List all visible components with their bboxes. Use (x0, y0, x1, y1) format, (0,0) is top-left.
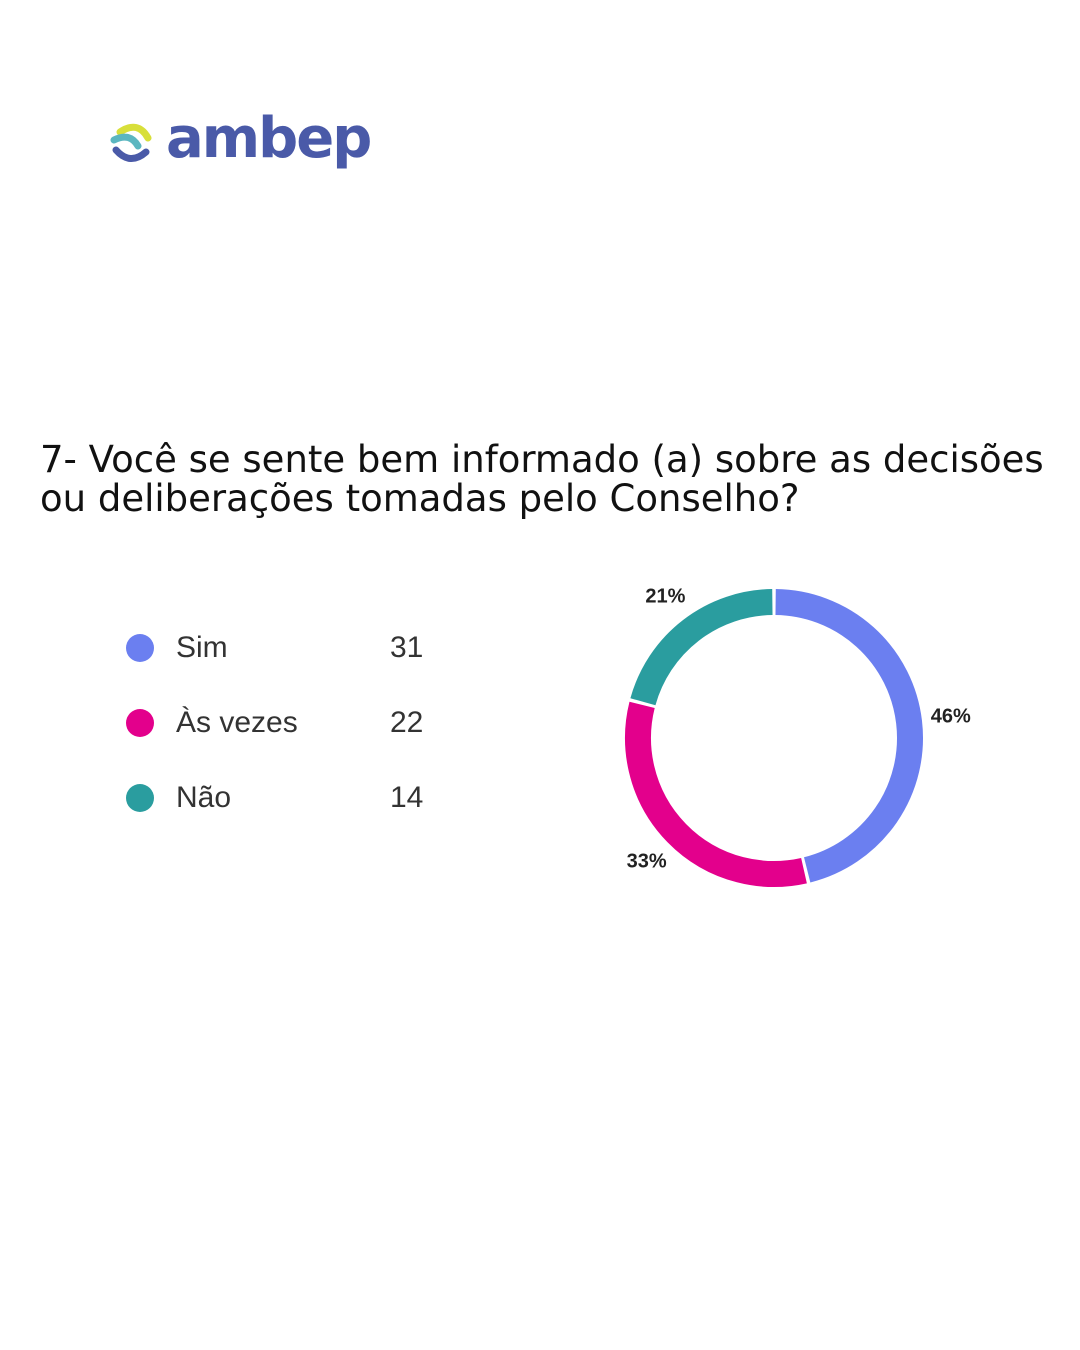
donut-slice-nao (630, 589, 773, 706)
question-title: 7- Você se sente bem informado (a) sobre… (40, 438, 1044, 520)
donut-label-nao: 21% (645, 585, 685, 607)
legend-item-sim: Sim 31 (126, 610, 446, 685)
legend-count-as-vezes: 22 (390, 705, 424, 739)
ambep-logo-mark (110, 123, 152, 162)
legend-dot-as-vezes (126, 708, 154, 737)
legend-count-sim: 31 (390, 630, 424, 664)
ambep-logo: ambep (108, 106, 372, 178)
ambep-logo-text: ambep (166, 106, 372, 171)
legend-label-nao: Não (176, 780, 232, 814)
chart-legend: Sim 31 Às vezes 22 Não 14 (126, 610, 446, 835)
donut-label-as-vezes: 33% (627, 851, 667, 873)
legend-item-as-vezes: Às vezes 22 (126, 685, 446, 760)
legend-item-nao: Não 14 (126, 760, 446, 835)
legend-dot-nao (126, 783, 154, 812)
donut-label-sim: 46% (931, 705, 971, 727)
legend-count-nao: 14 (390, 780, 424, 814)
legend-label-sim: Sim (176, 630, 228, 664)
donut-slice-sim (775, 589, 923, 883)
donut-slice-as-vezes (625, 701, 807, 887)
legend-label-as-vezes: Às vezes (176, 705, 298, 739)
legend-dot-sim (126, 633, 154, 662)
donut-chart: 46% 33% 21% (625, 585, 971, 887)
